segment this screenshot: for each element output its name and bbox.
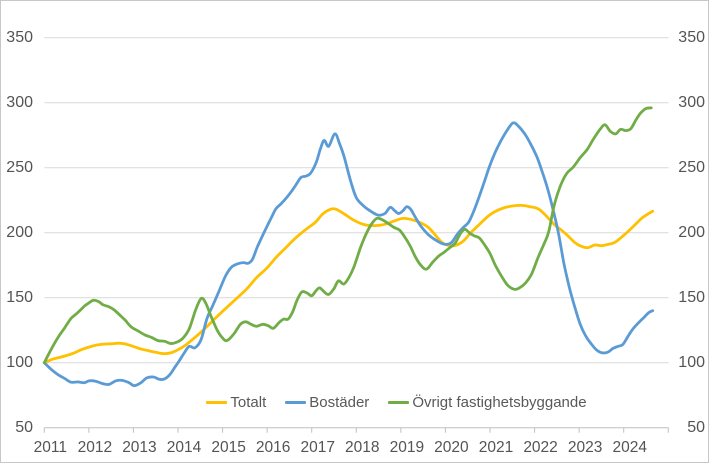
y-axis-label-left: 350 [6, 29, 33, 47]
x-axis-label: 2018 [345, 439, 380, 456]
y-axis-label-right: 150 [678, 289, 705, 307]
legend-label-ovrigt: Övrigt fastighetsbyggande [412, 394, 587, 411]
y-axis-label-right: 300 [678, 94, 705, 112]
x-axis-label: 2023 [567, 439, 603, 456]
legend-item-totalt: Totalt [206, 394, 266, 411]
x-axis-label: 2015 [211, 439, 246, 456]
series-line--vrigt-fastighetsbyggande [42, 106, 653, 365]
x-axis-label: 2021 [478, 439, 514, 456]
x-axis-label: 2016 [255, 439, 291, 456]
y-axis-label-right: 50 [687, 419, 705, 437]
legend-marker-totalt [206, 401, 228, 404]
x-axis-label: 2011 [33, 439, 67, 456]
y-axis-label-left: 150 [6, 289, 33, 307]
legend-item-ovrigt: Övrigt fastighetsbyggande [388, 394, 587, 411]
y-axis-label-left: 300 [6, 94, 33, 112]
y-axis-label-right: 350 [678, 29, 705, 47]
y-axis-label-left: 200 [6, 224, 33, 242]
x-axis-label: 2020 [434, 439, 469, 456]
legend-marker-ovrigt [388, 401, 410, 404]
y-axis-label-left: 250 [6, 159, 33, 177]
legend-item-bostader: Bostäder [285, 394, 369, 411]
legend-label-totalt: Totalt [230, 394, 267, 411]
legend-label-bostader: Bostäder [309, 394, 370, 411]
y-axis-label-right: 200 [678, 224, 705, 242]
x-axis-label: 2014 [166, 439, 202, 456]
x-axis-label: 2012 [77, 439, 113, 456]
x-axis-label: 2022 [523, 439, 558, 456]
legend: Totalt Bostäder Övrigt fastighetsbyggand… [84, 394, 708, 411]
x-axis-label: 2013 [122, 439, 157, 456]
y-axis-label-left: 50 [15, 419, 33, 437]
series-line-bost-der [42, 121, 655, 388]
legend-marker-bostader [285, 401, 307, 404]
x-axis-label: 2024 [612, 439, 647, 456]
x-axis-label: 2017 [300, 439, 335, 456]
x-axis-label: 2019 [389, 439, 425, 456]
y-axis-label-right: 100 [678, 354, 705, 372]
y-axis-label-left: 100 [6, 354, 33, 372]
series-line-totalt [42, 203, 655, 365]
y-axis-label-right: 250 [678, 159, 705, 177]
